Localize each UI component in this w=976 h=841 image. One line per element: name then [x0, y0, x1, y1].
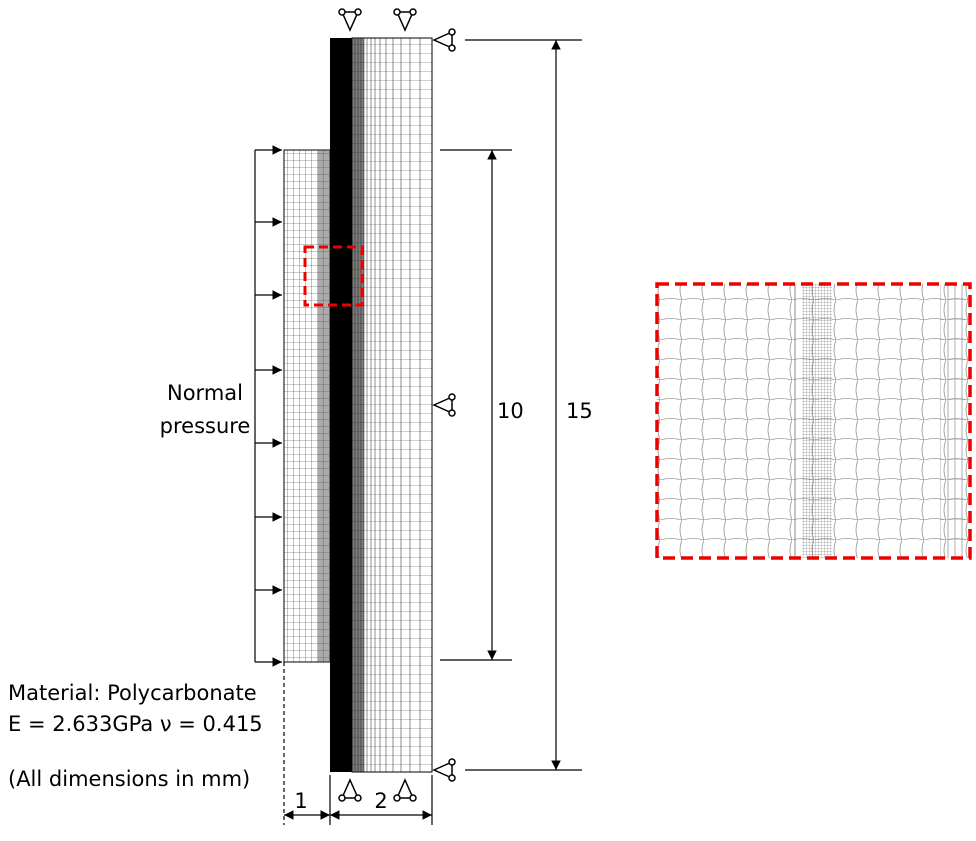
dimension-label: 15	[566, 399, 593, 423]
dimension-lines	[283, 39, 582, 825]
zoom-view	[655, 282, 972, 560]
supports	[338, 8, 456, 802]
dimension-label: 1	[294, 789, 307, 813]
dimension-label: 10	[497, 399, 524, 423]
zoom-marker	[303, 245, 364, 307]
material-name: Material: Polycarbonate	[8, 681, 257, 705]
dimension-label: 2	[374, 789, 387, 813]
units-note: (All dimensions in mm)	[8, 767, 250, 791]
mesh	[283, 37, 433, 773]
pressure-arrows	[254, 145, 282, 667]
pressure-label: pressure	[160, 414, 251, 438]
pressure-label: Normal	[167, 381, 243, 405]
material-properties: E = 2.633GPa ν = 0.415	[8, 712, 263, 736]
